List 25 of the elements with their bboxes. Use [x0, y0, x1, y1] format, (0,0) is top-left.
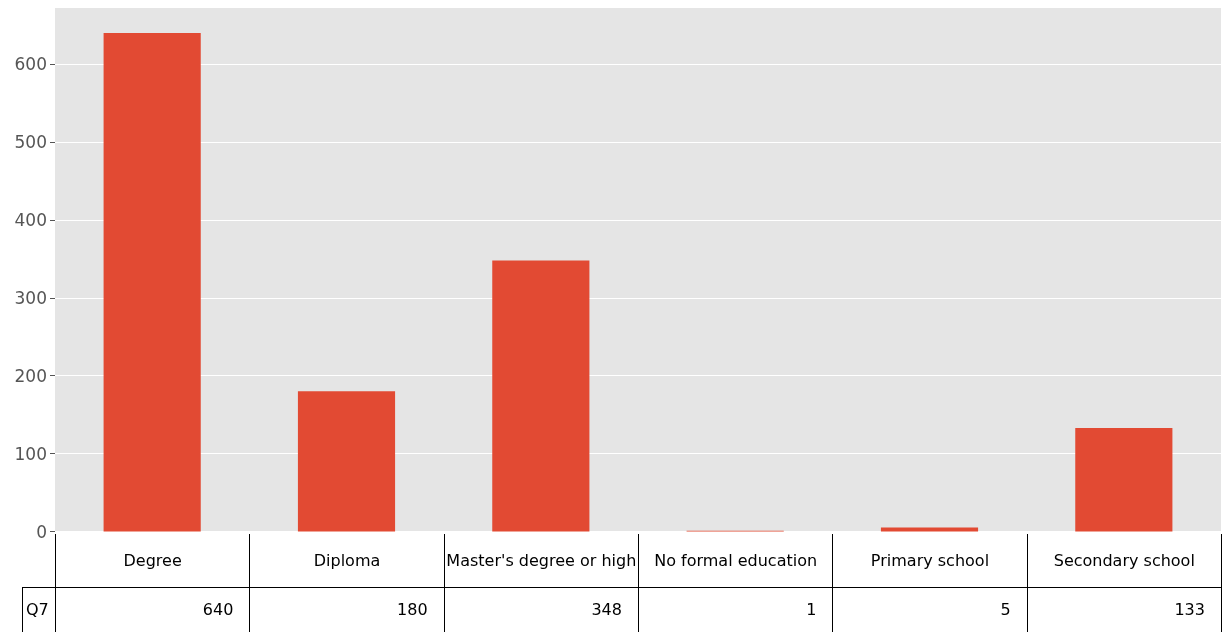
x-tick-label: No formal education	[638, 534, 833, 587]
bar	[880, 527, 979, 532]
x-tick-label: Primary school	[832, 534, 1028, 587]
text: Q7	[22, 587, 56, 632]
y-tick-label: 500	[14, 131, 47, 152]
y-tick-label: 400	[14, 209, 47, 230]
x-tick-label: Secondary school	[1027, 534, 1222, 587]
y-tick-label: 600	[14, 54, 47, 75]
bar	[103, 32, 201, 532]
x-tick-label: Master's degree or high	[444, 534, 639, 587]
data-label: 640	[55, 587, 250, 632]
x-tick-label: Diploma	[249, 534, 445, 587]
data-label: 180	[249, 587, 445, 632]
bar	[1075, 427, 1173, 532]
bar	[297, 391, 396, 532]
y-tick-label: 300	[14, 287, 47, 308]
data-label: 5	[832, 587, 1028, 632]
data-label: 348	[444, 587, 639, 632]
data-label: 1	[638, 587, 833, 632]
data-label: 133	[1027, 587, 1222, 632]
bar	[492, 260, 590, 532]
y-tick-label: 0	[36, 521, 47, 542]
y-tick-label: 200	[14, 365, 47, 386]
y-tick-label: 100	[14, 443, 47, 464]
x-tick-label: Degree	[55, 534, 250, 587]
